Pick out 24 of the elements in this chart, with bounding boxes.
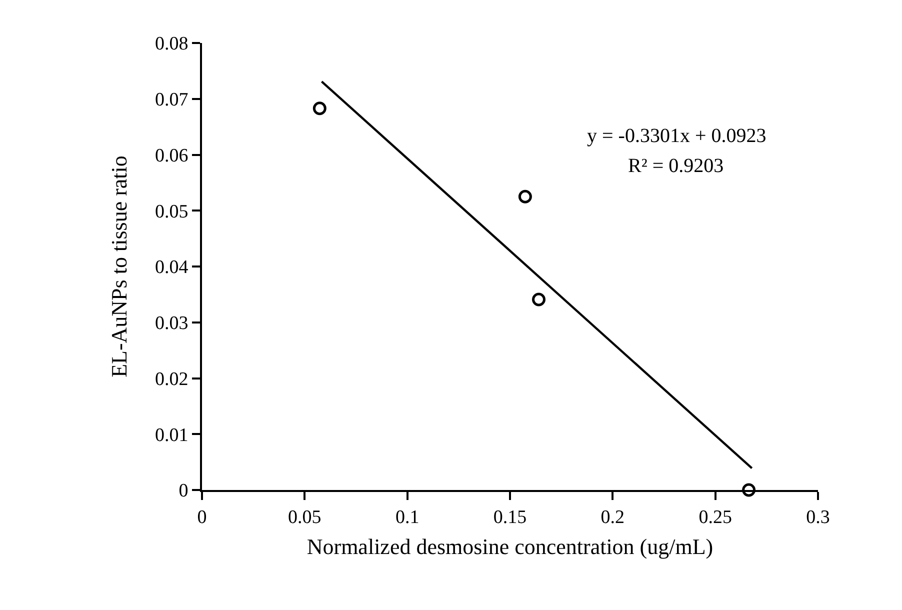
point (312, 102, 326, 116)
y-tick-label: 0.07 (154, 90, 188, 111)
y-axis-title: EL-AuNPs to tissue ratio (106, 156, 132, 378)
y-tick-label: 0.02 (154, 368, 188, 390)
point (742, 483, 756, 497)
x-tick-label: 0.25 (698, 506, 732, 528)
x-tick-label: 0.2 (600, 506, 625, 528)
x-tick-label: 0.3 (806, 506, 830, 528)
x-tick-label: 0.05 (288, 506, 322, 528)
x-tick-label: 0.1 (395, 506, 420, 528)
point (532, 292, 546, 306)
point (518, 190, 532, 204)
y-tick-label: 0 (178, 480, 188, 502)
y-tick-label: 0.03 (154, 313, 188, 334)
y-tick-label: 0.01 (154, 424, 188, 446)
x-axis-title: Normalized desmosine concentration (ug/mL) (306, 534, 714, 560)
annotation: y = -0.3301x + 0.0923 (587, 125, 766, 147)
annotation: R² = 0.9203 (628, 155, 724, 177)
x-tick-label: 0 (197, 506, 207, 528)
x-tick-label: 0.15 (493, 506, 527, 528)
y-tick-label: 0.04 (154, 257, 189, 278)
y-tick-label: 0.06 (154, 145, 188, 166)
y-tick-label: 0.08 (154, 34, 188, 55)
y-tick-label: 0.05 (154, 201, 188, 222)
